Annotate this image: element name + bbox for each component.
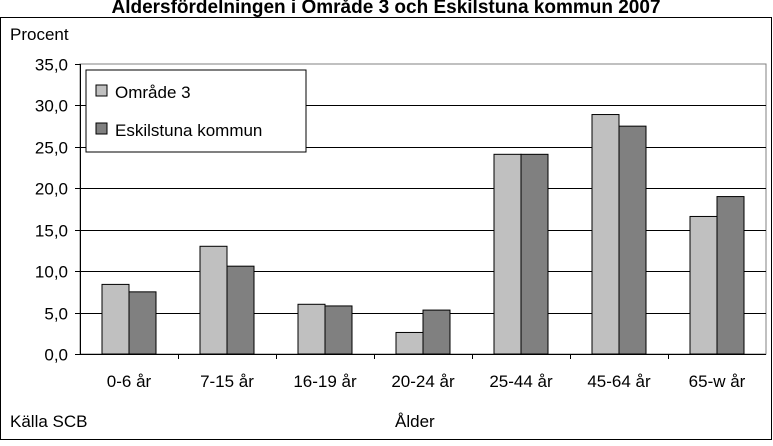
bar [324, 305, 353, 355]
bar [716, 196, 745, 355]
y-axis-label: Procent [10, 25, 69, 44]
bar [226, 265, 255, 355]
bar [493, 153, 522, 355]
bar [128, 291, 157, 355]
y-tick-label: 0,0 [44, 346, 68, 365]
x-tick-label: 45-64 år [587, 372, 651, 391]
y-tick-label: 5,0 [44, 305, 68, 324]
x-tick-label: 25-44 år [489, 372, 553, 391]
x-axis-label: Ålder [395, 412, 435, 431]
bar [101, 283, 130, 355]
legend-swatch [95, 122, 108, 135]
x-tick-label: 20-24 år [391, 372, 455, 391]
x-tick-label: 16-19 år [293, 372, 357, 391]
legend: Område 3 Eskilstuna kommun [85, 69, 307, 153]
bar [520, 153, 549, 355]
legend-label: Eskilstuna kommun [115, 121, 262, 140]
y-tick-label: 10,0 [35, 263, 68, 282]
x-tick-label: 0-6 år [107, 372, 152, 391]
bar [618, 125, 647, 355]
y-tick-label: 20,0 [35, 180, 68, 199]
legend-box [85, 69, 307, 153]
bar [689, 215, 718, 355]
y-tick-label: 25,0 [35, 139, 68, 158]
legend-label: Område 3 [115, 83, 191, 102]
bar [395, 331, 424, 355]
x-tick-label: 7-15 år [200, 372, 254, 391]
y-tick-label: 30,0 [35, 97, 68, 116]
bar [591, 114, 620, 355]
source-note: Källa SCB [10, 412, 87, 431]
y-tick-label: 15,0 [35, 222, 68, 241]
legend-swatch [95, 84, 108, 97]
chart-title: Åldersfördelningen i Område 3 och Eskils… [111, 0, 660, 18]
bar [199, 245, 228, 355]
y-tick-label: 35,0 [35, 56, 68, 75]
x-tick-label: 65-w år [689, 372, 746, 391]
bar [297, 303, 326, 355]
bar [422, 309, 451, 355]
